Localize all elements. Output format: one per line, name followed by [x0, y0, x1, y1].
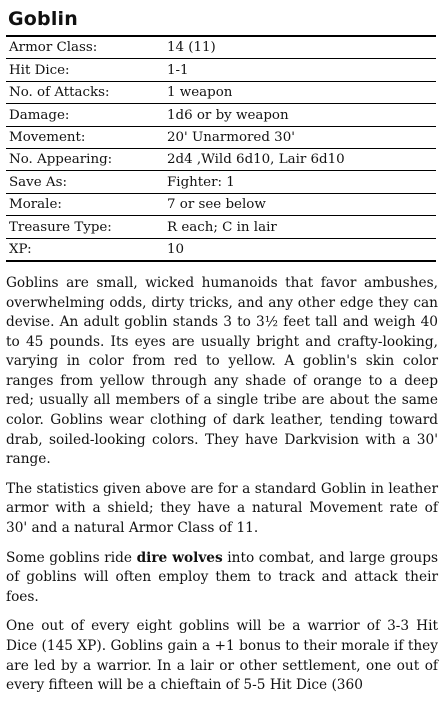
stat-row-attacks: No. of Attacks: 1 weapon: [6, 81, 436, 103]
stat-label: Armor Class:: [6, 36, 164, 59]
monster-entry: Goblin Armor Class: 14 (11) Hit Dice: 1-…: [6, 8, 438, 706]
stat-label: No. Appearing:: [6, 148, 164, 170]
description-paragraph: Some goblins ride dire wolves into comba…: [6, 549, 438, 608]
stat-label: Morale:: [6, 193, 164, 215]
stat-row-hit-dice: Hit Dice: 1-1: [6, 59, 436, 81]
stat-value: 10: [164, 238, 436, 261]
stat-label: XP:: [6, 238, 164, 261]
stat-value: 14 (11): [164, 36, 436, 59]
stat-row-xp: XP: 10: [6, 238, 436, 261]
paragraph-text: Some goblins ride: [6, 550, 137, 566]
stat-row-treasure: Treasure Type: R each; C in lair: [6, 216, 436, 238]
stat-value: 2d4 ,Wild 6d10, Lair 6d10: [164, 148, 436, 170]
stat-row-appearing: No. Appearing: 2d4 ,Wild 6d10, Lair 6d10: [6, 148, 436, 170]
description-paragraph: Goblins are small, wicked humanoids that…: [6, 274, 438, 470]
stat-value: 7 or see below: [164, 193, 436, 215]
stat-row-save: Save As: Fighter: 1: [6, 171, 436, 193]
stat-value: 1d6 or by weapon: [164, 104, 436, 126]
stat-label: Damage:: [6, 104, 164, 126]
description-body: Goblins are small, wicked humanoids that…: [6, 274, 438, 696]
stat-value: 1 weapon: [164, 81, 436, 103]
stat-label: Hit Dice:: [6, 59, 164, 81]
stat-row-damage: Damage: 1d6 or by weapon: [6, 104, 436, 126]
stat-label: No. of Attacks:: [6, 81, 164, 103]
stat-label: Treasure Type:: [6, 216, 164, 238]
stat-value: 20' Unarmored 30': [164, 126, 436, 148]
dire-wolves-reference: dire wolves: [137, 550, 223, 566]
stat-value: 1-1: [164, 59, 436, 81]
stat-label: Movement:: [6, 126, 164, 148]
stat-row-armor-class: Armor Class: 14 (11): [6, 36, 436, 59]
stat-block-table: Armor Class: 14 (11) Hit Dice: 1-1 No. o…: [6, 35, 436, 262]
stat-value: Fighter: 1: [164, 171, 436, 193]
description-paragraph: The statistics given above are for a sta…: [6, 480, 438, 539]
stat-value: R each; C in lair: [164, 216, 436, 238]
description-paragraph: One out of every eight goblins will be a…: [6, 617, 438, 695]
monster-title: Goblin: [8, 8, 438, 30]
stat-row-movement: Movement: 20' Unarmored 30': [6, 126, 436, 148]
stat-row-morale: Morale: 7 or see below: [6, 193, 436, 215]
stat-label: Save As:: [6, 171, 164, 193]
